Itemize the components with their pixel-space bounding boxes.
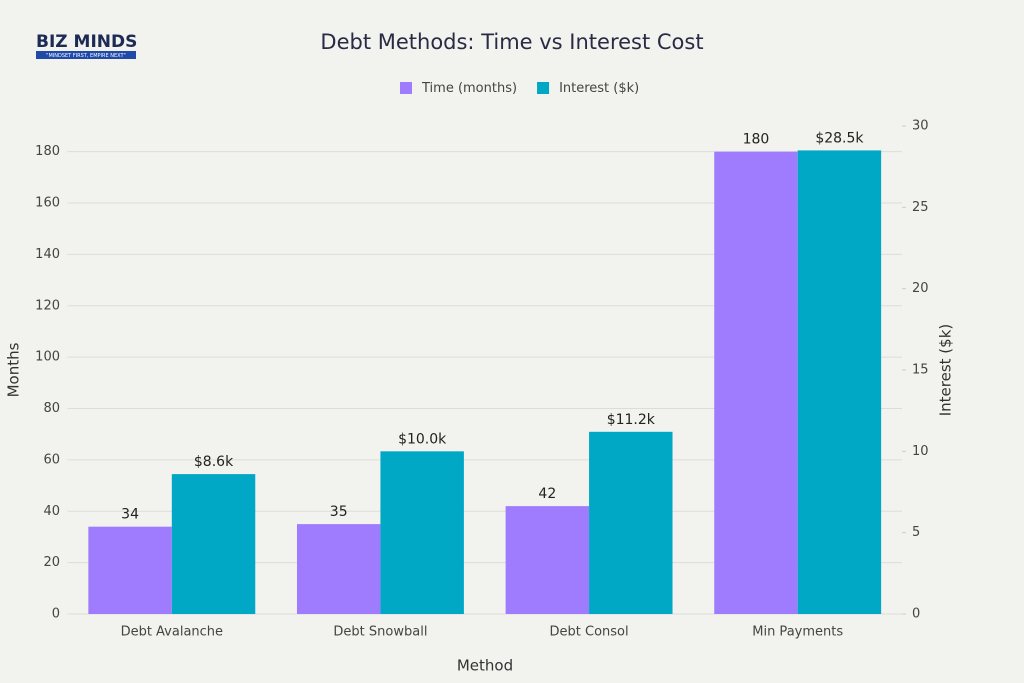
x-tick-label: Debt Avalanche (121, 625, 223, 640)
y-tick-label: 20 (43, 555, 60, 570)
y-tick-label: 60 (43, 452, 60, 467)
logo-tagline: "MINDSET FIRST, EMPIRE NEXT" (46, 53, 126, 59)
y2-tick-label: 20 (912, 281, 929, 296)
y-tick-label: 0 (52, 607, 60, 622)
x-axis-title: Method (457, 657, 513, 675)
y-axis-title: Months (5, 342, 23, 397)
bar (88, 526, 172, 614)
bar (505, 506, 590, 614)
value-label: 180 (743, 132, 770, 148)
value-label: 34 (121, 507, 139, 523)
legend-swatch (537, 82, 550, 94)
y2-tick-label: 5 (912, 525, 920, 540)
y-tick-label: 160 (35, 196, 60, 211)
value-label: $11.2k (607, 412, 656, 428)
chart-title: Debt Methods: Time vs Interest Cost (320, 30, 703, 54)
value-label: 35 (330, 504, 348, 520)
bar (589, 431, 673, 614)
y2-tick-label: 25 (912, 200, 929, 215)
y2-axis-title: Interest ($k) (937, 324, 955, 417)
y2-tick-label: 0 (912, 607, 920, 622)
value-label: $8.6k (194, 454, 234, 470)
y-tick-label: 120 (35, 298, 60, 313)
y-tick-label: 100 (35, 350, 60, 365)
value-label: $28.5k (815, 130, 864, 146)
bar (380, 451, 464, 614)
bar (171, 474, 256, 614)
x-tick-label: Min Payments (752, 625, 843, 640)
logo-bar (36, 51, 136, 59)
legend-label: Time (months) (421, 81, 517, 96)
y2-tick-label: 30 (912, 119, 929, 134)
y-tick-label: 140 (35, 247, 60, 262)
y-tick-label: 40 (43, 504, 60, 519)
value-label: 42 (538, 486, 556, 502)
y2-tick-label: 15 (912, 363, 929, 378)
y2-tick-label: 10 (912, 444, 929, 459)
legend-swatch (400, 82, 412, 94)
x-tick-label: Debt Snowball (333, 625, 427, 640)
logo-name: BIZ MINDS (36, 32, 137, 52)
y-tick-label: 80 (43, 401, 60, 416)
value-label: $10.0k (398, 431, 447, 447)
bar (714, 151, 798, 614)
bar (296, 524, 381, 614)
x-tick-label: Debt Consol (550, 625, 629, 640)
legend-label: Interest ($k) (559, 81, 639, 96)
y-tick-label: 180 (35, 144, 60, 159)
bar (797, 150, 882, 614)
